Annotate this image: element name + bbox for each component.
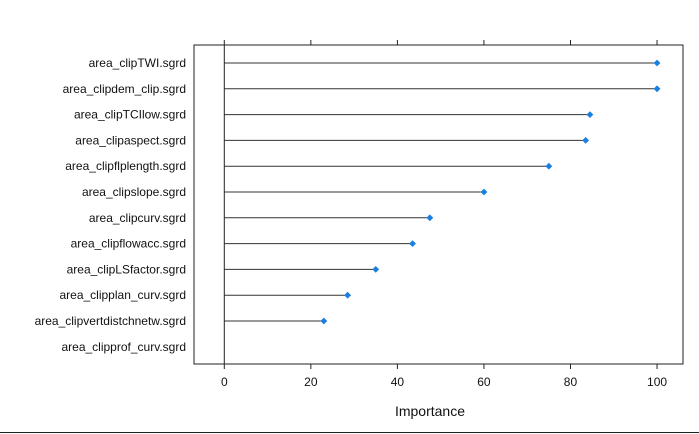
x-tick-label: 80 [564,375,578,389]
x-tick-label: 100 [647,375,667,389]
category-label: area_clipTCIlow.sgrd [74,108,186,122]
category-labels: area_clipTWI.sgrd area_clipdem_clip.sgrda… [35,56,186,354]
importance-point [409,240,416,247]
category-label: area_clipvertdistchnetw.sgrd [35,314,186,328]
x-tick-label: 40 [391,375,405,389]
importance-point [344,291,352,299]
category-label: area_clipcurv.sgrd [89,211,186,225]
category-label: area_clipaspect.sgrd [75,133,186,147]
importance-point [653,85,661,93]
x-axis-ticks: 0 20 40 60 80 100 [221,40,667,389]
importance-point [480,188,488,196]
bottom-rule [0,432,699,433]
x-tick-label: 0 [221,375,228,389]
importance-point [582,137,590,144]
bars-layer [224,59,661,325]
x-tick-label: 20 [304,375,318,389]
importance-point [586,111,594,118]
importance-point [545,162,553,170]
category-label: area_clipTWI.sgrd [89,56,186,70]
importance-point [320,317,328,325]
importance-point [426,214,434,222]
category-label: area_clipprof_curv.sgrd [61,340,186,354]
category-label: area_clipplan_curv.sgrd [59,288,186,302]
plot-frame [193,44,684,365]
category-label: area_clipflowacc.sgrd [71,237,186,251]
x-tick-label: 60 [477,375,491,389]
importance-point [372,266,380,273]
importance-point [653,59,661,67]
category-label: area_clipLSfactor.sgrd [67,262,186,276]
category-label: area_clipflplength.sgrd [65,159,186,173]
x-axis-title: Importance [395,403,465,419]
category-label: area_clipslope.sgrd [82,185,186,199]
category-label: area_clipdem_clip.sgrd [63,82,186,96]
